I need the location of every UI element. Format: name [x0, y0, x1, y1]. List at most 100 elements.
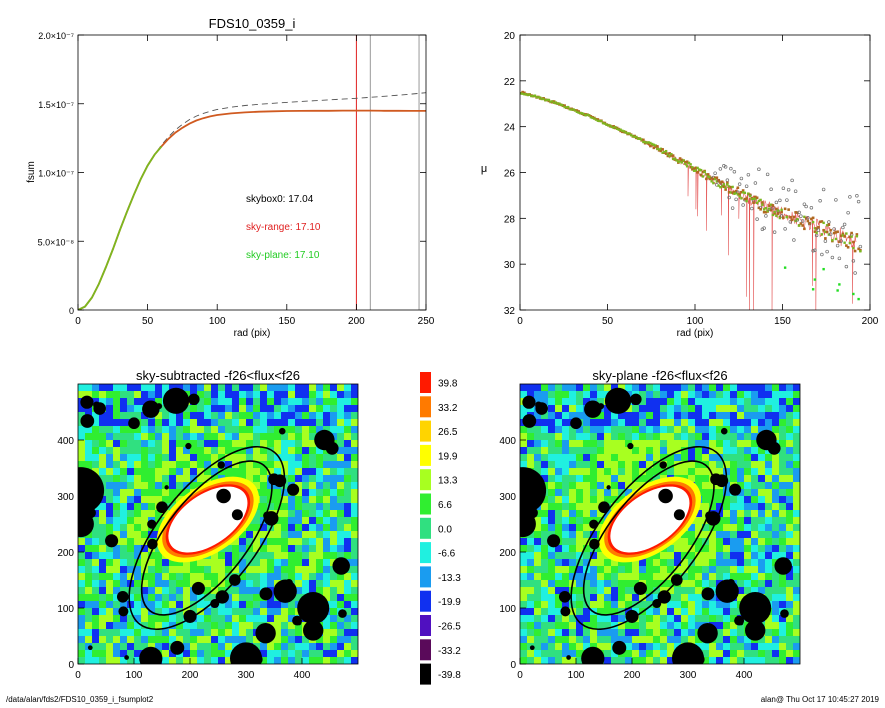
- map-pixel: [583, 468, 590, 475]
- map-pixel: [134, 461, 141, 468]
- map-pixel: [99, 447, 106, 454]
- map-pixel: [78, 433, 85, 440]
- map-pixel: [555, 636, 562, 643]
- map-pixel: [548, 573, 555, 580]
- map-pixel: [78, 657, 85, 664]
- map-pixel: [302, 657, 309, 664]
- map-pixel: [737, 559, 744, 566]
- map-pixel: [141, 503, 148, 510]
- map-pixel: [688, 580, 695, 587]
- map-pixel: [520, 433, 527, 440]
- map-pixel: [141, 496, 148, 503]
- map-pixel: [583, 475, 590, 482]
- mu-skybox-point: [765, 172, 770, 177]
- map-ytick-label: 400: [499, 436, 516, 447]
- map-pixel: [758, 426, 765, 433]
- map-pixel: [85, 629, 92, 636]
- map-pixel: [653, 587, 660, 594]
- map-pixel: [695, 580, 702, 587]
- map-pixel: [99, 636, 106, 643]
- map-pixel: [134, 468, 141, 475]
- map-pixel: [534, 552, 541, 559]
- masked-source: [598, 501, 610, 514]
- map-pixel: [555, 391, 562, 398]
- mu-sky-plane-point: [617, 128, 621, 131]
- map-pixel: [646, 587, 653, 594]
- map-pixel: [681, 573, 688, 580]
- map-pixel: [597, 629, 604, 636]
- map-pixel: [274, 531, 281, 538]
- map-pixel: [183, 566, 190, 573]
- mu-sky-range-point: [699, 173, 703, 177]
- map-pixel: [197, 566, 204, 573]
- map-pixel: [702, 552, 709, 559]
- map-pixel: [723, 447, 730, 454]
- map-pixel: [281, 503, 288, 510]
- map-pixel: [583, 489, 590, 496]
- map-pixel: [625, 559, 632, 566]
- map-pixel: [709, 601, 716, 608]
- map-pixel: [323, 636, 330, 643]
- mu-skybox-point: [823, 239, 828, 243]
- map-pixel: [253, 510, 260, 517]
- map-pixel: [527, 615, 534, 622]
- map-pixel: [141, 412, 148, 419]
- map-pixel: [351, 545, 358, 552]
- map-pixel: [667, 580, 674, 587]
- map-pixel: [253, 601, 260, 608]
- map-pixel: [793, 594, 800, 601]
- map-pixel: [239, 629, 246, 636]
- map-pixel: [597, 510, 604, 517]
- map-pixel: [190, 580, 197, 587]
- masked-source: [285, 579, 293, 587]
- map-pixel: [772, 657, 779, 664]
- map-pixel: [204, 447, 211, 454]
- map-pixel: [295, 440, 302, 447]
- map-pixel: [113, 440, 120, 447]
- map-pixel: [765, 391, 772, 398]
- mu-sky-range-point: [852, 240, 855, 244]
- map-pixel: [288, 629, 295, 636]
- map-pixel: [597, 622, 604, 629]
- map-pixel: [660, 629, 667, 636]
- map-pixel: [646, 580, 653, 587]
- masked-source: [527, 507, 538, 519]
- map-pixel: [555, 517, 562, 524]
- masked-source: [338, 609, 347, 618]
- mu-sky-plane-point: [661, 151, 664, 154]
- map-pixel: [702, 657, 709, 664]
- map-pixel: [302, 433, 309, 440]
- map-pixel: [646, 454, 653, 461]
- map-pixel: [555, 405, 562, 412]
- map-pixel: [176, 636, 183, 643]
- map-pixel: [281, 636, 288, 643]
- map-pixel: [246, 608, 253, 615]
- map-pixel: [681, 398, 688, 405]
- map-pixel: [344, 636, 351, 643]
- map-pixel: [716, 643, 723, 650]
- mu-sky-plane-point: [598, 119, 601, 123]
- map-xtick-label: 300: [680, 670, 697, 681]
- map-pixel: [576, 608, 583, 615]
- map-pixel: [232, 559, 239, 566]
- map-pixel: [716, 650, 723, 657]
- map-pixel: [260, 447, 267, 454]
- map-pixel: [260, 475, 267, 482]
- map-pixel: [99, 384, 106, 391]
- map-pixel: [211, 573, 218, 580]
- map-pixel: [527, 608, 534, 615]
- map-pixel: [674, 412, 681, 419]
- map-pixel: [576, 510, 583, 517]
- mu-sky-plane-point: [579, 112, 582, 115]
- map-pixel: [527, 454, 534, 461]
- map-pixel: [625, 573, 632, 580]
- map-pixel: [611, 594, 618, 601]
- map-pixel: [758, 461, 765, 468]
- map-pixel: [667, 468, 674, 475]
- map-pixel: [190, 566, 197, 573]
- map-pixel: [92, 594, 99, 601]
- map-pixel: [183, 601, 190, 608]
- map-pixel: [583, 524, 590, 531]
- map-pixel: [737, 454, 744, 461]
- map-pixel: [562, 643, 569, 650]
